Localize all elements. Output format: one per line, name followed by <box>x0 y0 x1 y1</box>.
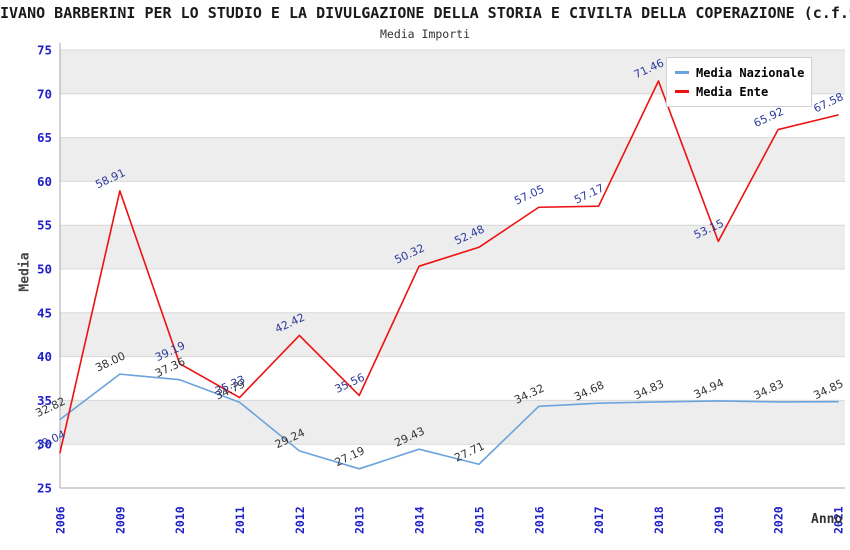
legend: Media Nazionale Media Ente <box>666 57 812 107</box>
x-tick-label: 2020 <box>772 506 786 534</box>
series-line-media-nazionale <box>59 373 839 470</box>
y-tick-label: 55 <box>37 218 52 233</box>
plot-band <box>60 225 845 269</box>
y-tick-label: 60 <box>37 174 52 189</box>
x-tick-label: 2006 <box>54 506 68 534</box>
plot-band <box>60 269 845 313</box>
x-tick-label: 2011 <box>233 506 247 534</box>
x-tick-label: 2012 <box>293 506 307 534</box>
chart-subtitle: Media Importi <box>379 27 470 41</box>
x-tick-label: 2010 <box>173 506 187 534</box>
legend-label: Media Ente <box>696 84 769 99</box>
plot-band <box>60 400 845 445</box>
plot-band <box>60 356 845 401</box>
x-tick-label: 2021 <box>832 506 846 534</box>
y-tick-label: 45 <box>37 305 52 320</box>
x-tick-label: 2019 <box>712 506 726 534</box>
legend-label: Media Nazionale <box>696 65 805 80</box>
y-tick-label: 65 <box>37 130 52 145</box>
media-ente-line-swatch <box>675 90 689 93</box>
legend-item-media-ente: Media Ente <box>673 82 805 101</box>
x-tick-label: 2016 <box>532 506 546 534</box>
x-tick-label: 2017 <box>592 506 606 534</box>
y-tick-label: 75 <box>37 43 52 58</box>
x-tick-label: 2013 <box>353 506 367 534</box>
x-tick-label: 2015 <box>472 506 486 534</box>
x-tick-label: 2014 <box>413 506 427 534</box>
y-tick-label: 50 <box>37 262 52 277</box>
media-nazionale-line-swatch <box>675 71 689 74</box>
plot-band <box>60 444 845 488</box>
legend-item-media-nazionale: Media Nazionale <box>673 63 805 82</box>
plot-band <box>60 312 845 357</box>
x-axis-title: Anno <box>811 512 843 527</box>
y-axis-title: Media <box>17 252 33 292</box>
x-tick-label: 2018 <box>652 506 666 534</box>
y-tick-label: 30 <box>37 437 52 452</box>
plot-band <box>60 181 845 226</box>
y-tick-label: 25 <box>37 481 52 496</box>
plot-band <box>60 137 845 182</box>
chart-title: IVANO BARBERINI PER LO STUDIO E LA DIVUL… <box>0 4 850 22</box>
y-tick-label: 70 <box>37 86 52 101</box>
y-tick-label: 35 <box>37 393 52 408</box>
series-line-media-ente <box>59 80 839 454</box>
y-tick-label: 40 <box>37 349 52 364</box>
x-tick-label: 2009 <box>113 506 127 534</box>
